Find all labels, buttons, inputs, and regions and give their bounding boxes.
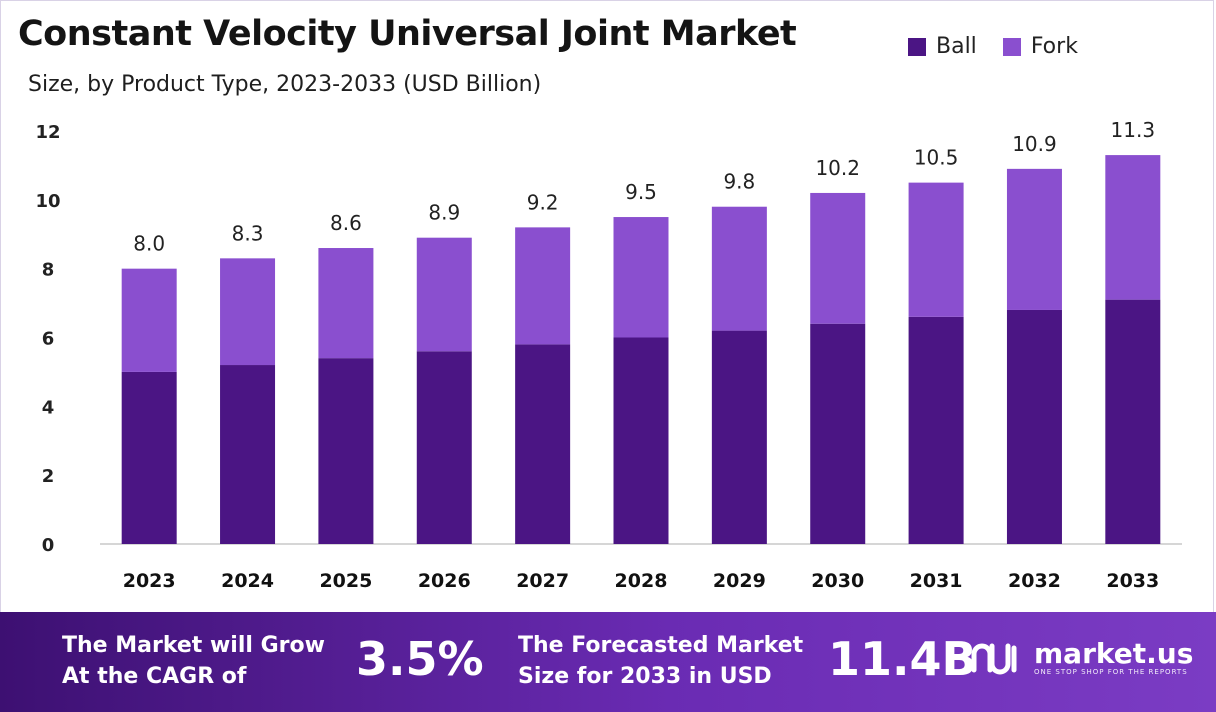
- bar-ball: [1105, 299, 1161, 544]
- chart-subtitle: Size, by Product Type, 2023-2033 (USD Bi…: [28, 72, 542, 97]
- forecast-caption: The Forecasted Market Size for 2033 in U…: [518, 630, 803, 692]
- bar-fork: [613, 217, 669, 338]
- bar-fork: [121, 268, 177, 372]
- bar-fork: [416, 237, 472, 352]
- legend-item-fork: Fork: [1002, 34, 1078, 59]
- bar-total-label: 9.8: [723, 170, 755, 194]
- x-tick-label: 2023: [123, 570, 176, 592]
- bar-total-label: 8.9: [428, 201, 460, 225]
- cagr-caption-line1: The Market will Grow: [62, 633, 325, 658]
- bar-fork: [1006, 168, 1062, 310]
- bar-total-label: 9.2: [527, 190, 559, 214]
- bar-ball: [515, 344, 571, 544]
- x-tick-label: 2033: [1106, 570, 1159, 592]
- y-tick-label: 8: [42, 260, 55, 281]
- bar-ball: [908, 316, 964, 544]
- page-title: Constant Velocity Universal Joint Market: [18, 14, 797, 54]
- x-tick-label: 2025: [319, 570, 372, 592]
- x-tick-label: 2031: [910, 570, 963, 592]
- bar-fork: [318, 248, 374, 359]
- legend-label-fork: Fork: [1030, 34, 1078, 59]
- y-tick-label: 4: [42, 397, 55, 418]
- bar-ball: [220, 365, 276, 544]
- bar-ball: [1006, 309, 1062, 544]
- y-tick-label: 12: [35, 122, 60, 143]
- y-tick-label: 2: [42, 466, 55, 487]
- bar-ball: [613, 337, 669, 544]
- legend-swatch-ball: [908, 37, 926, 56]
- bar-ball: [810, 323, 866, 544]
- x-tick-label: 2027: [516, 570, 569, 592]
- brand-logo: market.us ONE STOP SHOP FOR THE REPORTS: [970, 640, 1193, 676]
- y-tick-label: 6: [42, 329, 55, 350]
- bar-total-label: 10.9: [1012, 132, 1057, 156]
- bar-total-label: 8.0: [133, 232, 165, 256]
- bar-fork: [908, 182, 964, 317]
- bar-total-label: 9.5: [625, 180, 657, 204]
- bar-fork: [1105, 155, 1161, 300]
- forecast-caption-line2: Size for 2033 in USD: [518, 664, 772, 689]
- logo-tagline: ONE STOP SHOP FOR THE REPORTS: [1034, 668, 1188, 676]
- x-tick-label: 2030: [811, 570, 864, 592]
- bar-total-label: 10.5: [914, 146, 959, 170]
- y-tick-label: 10: [35, 191, 60, 212]
- summary-banner: The Market will Grow At the CAGR of 3.5%…: [0, 612, 1216, 712]
- cagr-value: 3.5%: [356, 632, 484, 686]
- bar-ball: [711, 330, 767, 544]
- x-tick-label: 2029: [713, 570, 766, 592]
- stacked-bar-chart: 0 2 4 6 8 10 12 8.0 2023 8.3 2024 8.6 2025 8.9 2026 9.2…: [35, 118, 1182, 592]
- forecast-value: 11.4B: [828, 632, 977, 686]
- market-us-logo-icon: [971, 643, 1017, 675]
- x-tick-label: 2032: [1008, 570, 1061, 592]
- cagr-caption-line2: At the CAGR of: [62, 664, 247, 689]
- x-tick-label: 2024: [221, 570, 274, 592]
- logo-name: market.us: [1034, 637, 1194, 670]
- legend-item-ball: Ball: [908, 34, 977, 59]
- bar-ball: [416, 351, 472, 544]
- bar-total-label: 11.3: [1111, 118, 1156, 142]
- bar-fork: [515, 227, 571, 345]
- cagr-caption: The Market will Grow At the CAGR of: [62, 630, 325, 692]
- bar-fork: [810, 192, 866, 324]
- bar-ball: [121, 371, 177, 544]
- legend-swatch-fork: [1002, 37, 1021, 56]
- x-tick-label: 2028: [615, 570, 668, 592]
- bar-total-label: 8.3: [232, 221, 264, 245]
- chart-legend: Ball Fork: [908, 34, 1078, 59]
- bar-total-label: 10.2: [815, 156, 860, 180]
- bar-ball: [318, 358, 374, 544]
- forecast-caption-line1: The Forecasted Market: [518, 633, 804, 658]
- bar-fork: [711, 206, 767, 331]
- x-tick-label: 2026: [418, 570, 471, 592]
- legend-label-ball: Ball: [936, 34, 977, 59]
- bar-total-label: 8.6: [330, 211, 362, 235]
- bar-fork: [220, 258, 276, 366]
- y-tick-label: 0: [42, 535, 55, 556]
